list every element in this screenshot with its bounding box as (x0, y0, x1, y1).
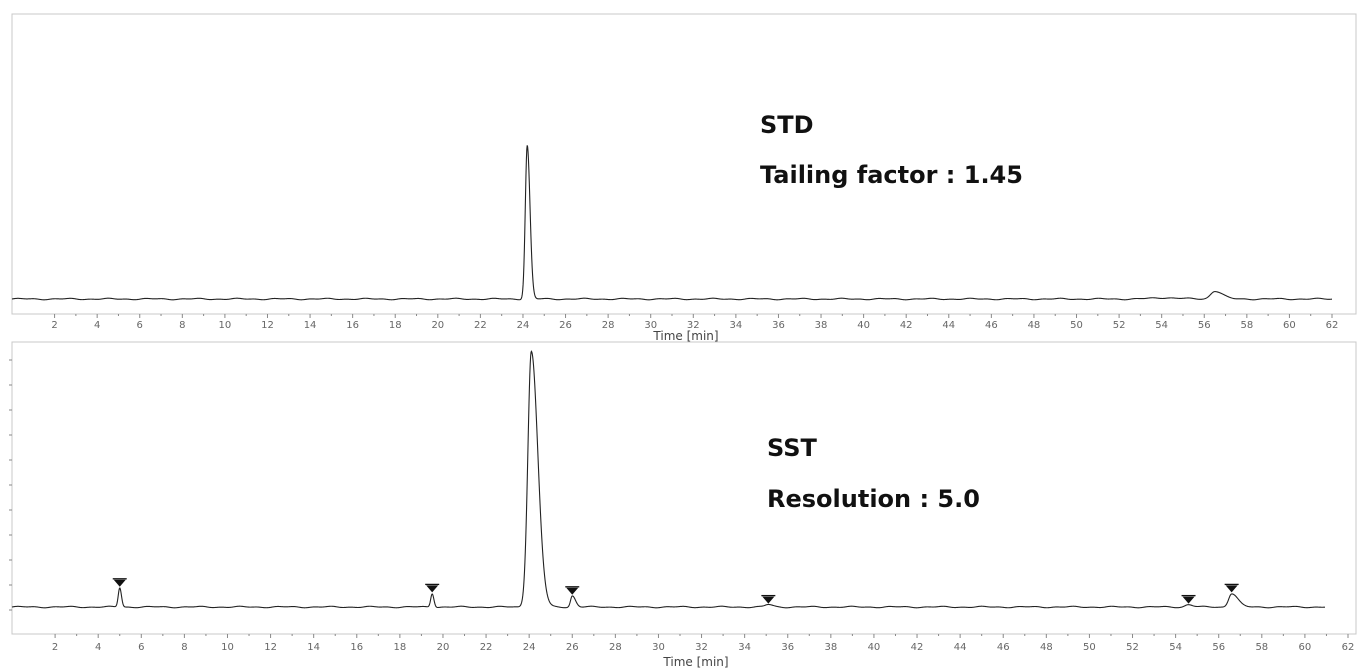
sst-x-tick-label: 2 (52, 642, 58, 653)
std-x-tick-label: 2 (51, 320, 57, 331)
std-x-tick-label: 22 (474, 320, 487, 331)
std-x-tick-label: 52 (1113, 320, 1126, 331)
sst-label: SST (767, 434, 817, 462)
std-chromatogram-panel: 2 4 6 8 10 12 14 16 18 20 22 24 26 28 30 32 34 36 38 40 42 44… (11, 13, 1357, 343)
std-plot-frame (11, 13, 1357, 315)
sst-x-tick-label: 62 (1342, 642, 1355, 653)
sst-x-tick-label: 16 (350, 642, 363, 653)
peak-marker (565, 586, 580, 595)
sst-x-tick-label: 4 (95, 642, 101, 653)
std-trace (11, 145, 1333, 301)
sst-trace (11, 350, 1326, 609)
sst-x-tick-label: 18 (394, 642, 407, 653)
std-x-tick-label: 58 (1240, 320, 1253, 331)
sst-x-tick-label: 26 (566, 642, 579, 653)
sst-plot-frame (11, 341, 1357, 635)
std-x-axis-label: Time [min] (652, 329, 718, 343)
sst-x-tick-label: 36 (781, 642, 794, 653)
std-x-tick-label: 42 (900, 320, 913, 331)
sst-x-tick-label: 58 (1255, 642, 1268, 653)
std-x-tick-label: 10 (219, 320, 232, 331)
sst-x-tick-label: 24 (523, 642, 536, 653)
sst-x-tick-label: 32 (695, 642, 708, 653)
sst-x-tick-label: 22 (480, 642, 493, 653)
std-x-tick-label: 4 (94, 320, 100, 331)
std-x-tick-label: 34 (730, 320, 743, 331)
sst-x-tick-label: 6 (138, 642, 144, 653)
resolution-label: Resolution : 5.0 (767, 485, 980, 513)
peak-marker (425, 583, 440, 593)
sst-x-tick-label: 40 (868, 642, 881, 653)
tailing-factor-label: Tailing factor : 1.45 (760, 161, 1023, 189)
sst-x-tick-label: 20 (437, 642, 450, 653)
sst-x-tick-label: 52 (1126, 642, 1139, 653)
peak-marker (1181, 594, 1196, 604)
std-x-tick-label: 20 (431, 320, 444, 331)
std-x-tick-label: 38 (815, 320, 828, 331)
peak-marker (112, 578, 127, 587)
sst-x-axis-label: Time [min] (662, 655, 728, 669)
std-label: STD (760, 111, 814, 139)
sst-x-tick-label: 50 (1083, 642, 1096, 653)
std-x-tick-label: 26 (559, 320, 572, 331)
sst-peak-markers (112, 578, 1239, 604)
std-x-tick-label: 28 (602, 320, 615, 331)
sst-x-tick-label: 56 (1212, 642, 1225, 653)
std-x-tick-label: 32 (687, 320, 700, 331)
std-x-tick-label: 48 (1028, 320, 1041, 331)
sst-x-tick-label: 30 (652, 642, 665, 653)
std-x-tick-label: 46 (985, 320, 998, 331)
sst-x-tick-label: 48 (1040, 642, 1053, 653)
std-x-tick-label: 14 (304, 320, 317, 331)
std-x-tick-label: 56 (1198, 320, 1211, 331)
std-x-tick-label: 50 (1070, 320, 1083, 331)
sst-x-axis: 2 4 6 8 10 12 14 16 18 20 22 24 26 28 30 32 34 36 38 40 42 44… (52, 634, 1354, 653)
peak-marker (1224, 583, 1239, 593)
sst-x-tick-label: 54 (1169, 642, 1182, 653)
std-x-tick-label: 62 (1326, 320, 1339, 331)
std-x-tick-label: 8 (179, 320, 185, 331)
sst-x-tick-label: 60 (1299, 642, 1312, 653)
std-x-tick-label: 40 (857, 320, 870, 331)
sst-x-tick-label: 12 (264, 642, 277, 653)
sst-x-tick-label: 28 (609, 642, 622, 653)
sst-x-tick-label: 34 (738, 642, 751, 653)
sst-x-tick-label: 10 (221, 642, 234, 653)
std-x-tick-label: 44 (942, 320, 955, 331)
std-x-tick-label: 60 (1283, 320, 1296, 331)
sst-x-tick-label: 44 (954, 642, 967, 653)
std-x-tick-label: 54 (1155, 320, 1168, 331)
sst-x-tick-label: 42 (911, 642, 924, 653)
sst-x-tick-label: 14 (307, 642, 320, 653)
sst-x-tick-label: 8 (181, 642, 187, 653)
std-x-tick-label: 16 (346, 320, 359, 331)
sst-y-axis (9, 359, 12, 611)
std-x-tick-label: 30 (644, 320, 657, 331)
sst-x-tick-label: 46 (997, 642, 1010, 653)
std-x-tick-label: 12 (261, 320, 274, 331)
sst-chromatogram-panel: 2 4 6 8 10 12 14 16 18 20 22 24 26 28 30 32 34 36 38 40 42 44… (9, 341, 1357, 669)
std-x-tick-label: 24 (517, 320, 530, 331)
peak-marker (761, 594, 776, 604)
std-x-tick-label: 18 (389, 320, 402, 331)
std-x-axis: 2 4 6 8 10 12 14 16 18 20 22 24 26 28 30 32 34 36 38 40 42 44… (51, 314, 1338, 331)
std-x-tick-label: 6 (137, 320, 143, 331)
sst-x-tick-label: 38 (824, 642, 837, 653)
std-x-tick-label: 36 (772, 320, 785, 331)
